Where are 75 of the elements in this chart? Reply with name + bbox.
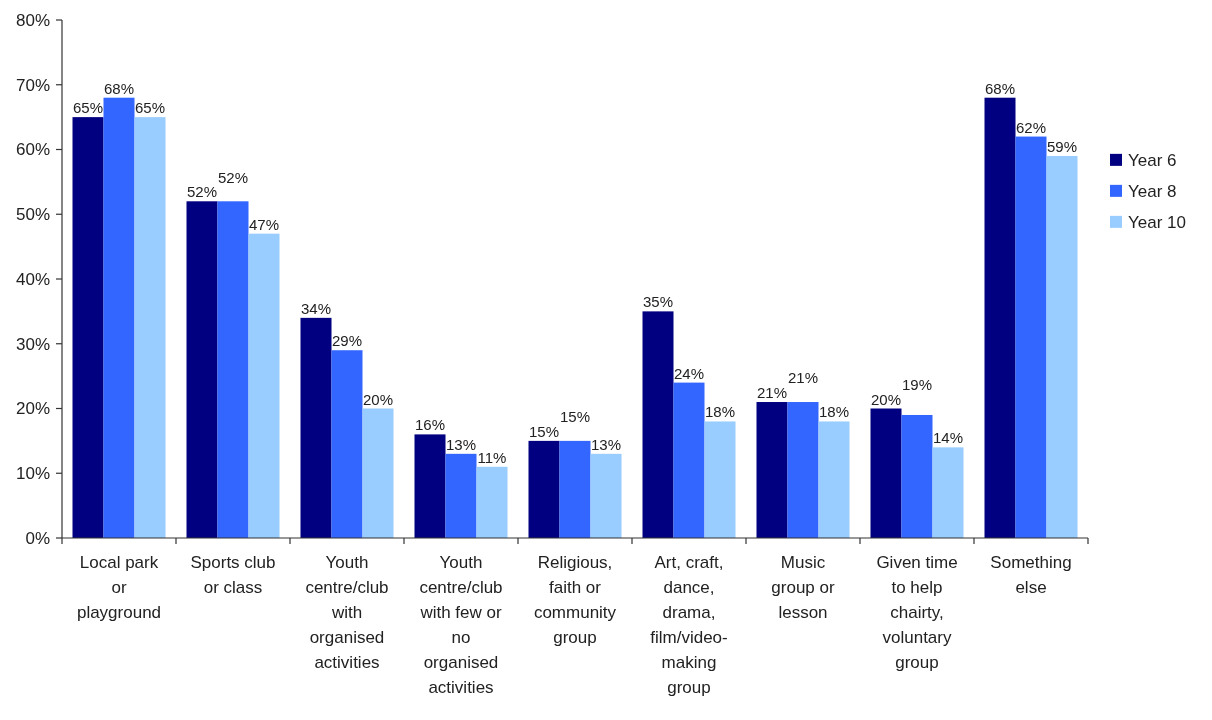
data-label: 34% [300, 299, 332, 317]
bar [414, 434, 446, 538]
y-tick-label: 80% [15, 10, 50, 30]
data-label: 68% [984, 79, 1016, 97]
legend-label: Year 8 [1128, 181, 1177, 201]
data-label: 18% [818, 403, 850, 421]
bar [932, 447, 964, 538]
data-label: 20% [362, 390, 394, 408]
y-tick-label: 20% [15, 399, 50, 419]
data-label: 35% [642, 293, 674, 311]
bar [984, 97, 1016, 538]
legend-label: Year 10 [1128, 212, 1186, 232]
x-tick-label: Given time to help chairty, voluntary group [876, 553, 958, 672]
data-label: 15% [528, 422, 560, 440]
data-label: 13% [590, 435, 622, 453]
x-tick-label: Youth centre/club with organised activities [305, 553, 389, 672]
x-tick-label: Something else [990, 553, 1072, 597]
bar [642, 311, 674, 538]
data-label: 52% [217, 168, 249, 186]
data-label: 65% [134, 99, 166, 117]
y-tick-label: 40% [15, 269, 50, 289]
data-label: 21% [756, 384, 788, 402]
x-tick-label: Religious, faith or community group [533, 553, 617, 647]
y-tick-label: 70% [15, 75, 50, 95]
x-tick-label: Local park or playground [76, 553, 162, 622]
x-tick-label: Sports club or class [190, 553, 276, 597]
data-label: 16% [414, 416, 446, 434]
data-label: 11% [477, 448, 507, 466]
bar [673, 382, 705, 538]
bar [704, 421, 736, 538]
legend-label: Year 6 [1128, 150, 1177, 170]
bar [72, 117, 104, 538]
data-label: 59% [1046, 137, 1078, 155]
data-label: 68% [103, 79, 135, 97]
bar [134, 117, 166, 538]
y-tick-label: 30% [15, 334, 50, 354]
data-label: 14% [932, 429, 964, 447]
bar [186, 201, 218, 538]
bar [870, 408, 902, 538]
data-label: 20% [870, 390, 902, 408]
data-label: 29% [331, 332, 363, 350]
data-label: 19% [901, 375, 933, 393]
bar [362, 408, 394, 538]
y-tick-label: 50% [15, 205, 50, 225]
data-label: 62% [1015, 118, 1047, 136]
data-label: 47% [248, 215, 280, 233]
data-label: 15% [559, 408, 591, 426]
data-label: 13% [445, 435, 477, 453]
bar [331, 350, 363, 538]
x-tick-label: Youth centre/club with few or no organised activities [419, 553, 503, 697]
bar [1046, 155, 1078, 538]
bar [901, 414, 933, 538]
bar [528, 440, 560, 538]
bar [787, 402, 819, 538]
x-tick-label: Music group or lesson [771, 553, 835, 622]
x-tick-label: Art, craft, dance, drama, film/video-making group [650, 553, 728, 697]
bar [445, 453, 477, 538]
bar [217, 201, 249, 538]
bar [756, 402, 788, 538]
bar [103, 97, 135, 538]
y-tick-label: 10% [15, 464, 50, 484]
bar [248, 233, 280, 538]
bar [818, 421, 850, 538]
data-label: 52% [186, 183, 218, 201]
y-tick-label: 0% [25, 528, 50, 548]
data-label: 24% [673, 364, 705, 382]
bar [1015, 136, 1047, 538]
data-label: 21% [787, 369, 819, 387]
bar [559, 440, 591, 538]
y-tick-label: 60% [15, 140, 50, 160]
bar [300, 317, 332, 538]
data-label: 18% [704, 403, 736, 421]
bar [590, 453, 622, 538]
data-label: 65% [72, 99, 104, 117]
bar [476, 466, 508, 538]
